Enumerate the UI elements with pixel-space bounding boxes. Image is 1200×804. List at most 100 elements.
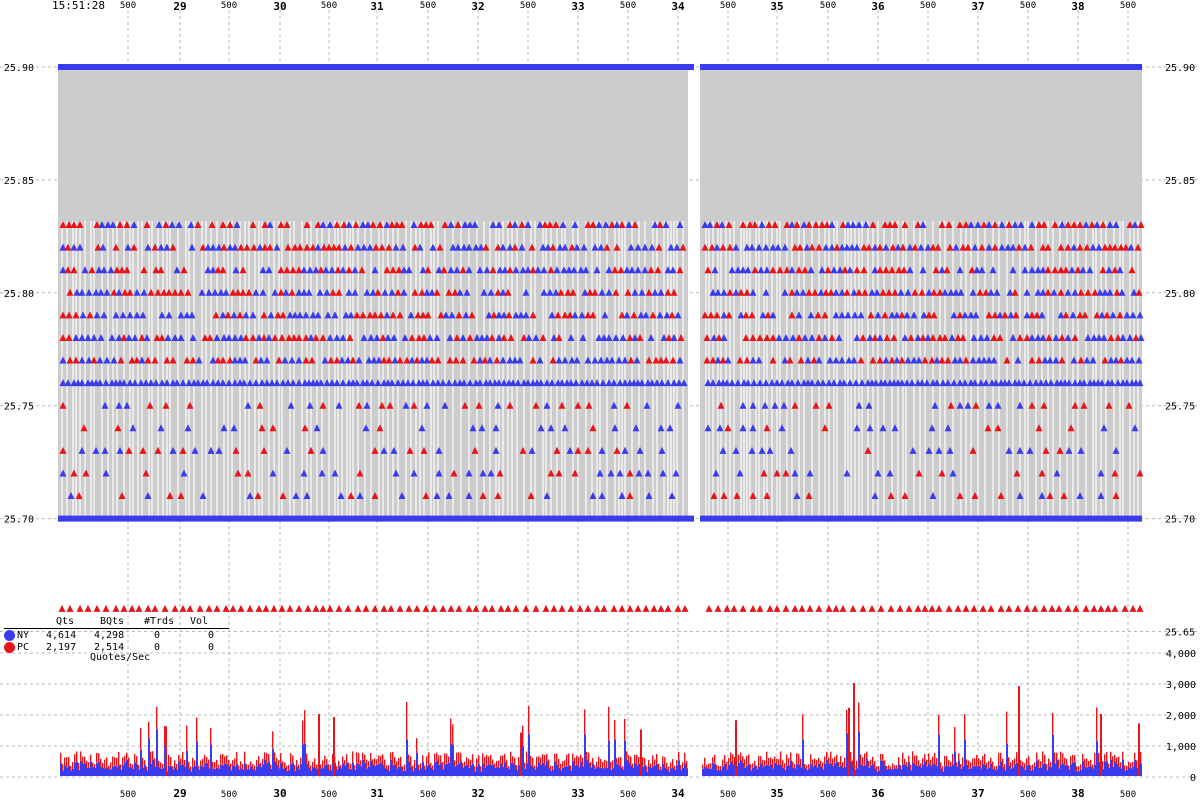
ny-quote-marker: [165, 311, 173, 319]
pc-quote-marker: [489, 266, 497, 274]
ny-quote-marker: [647, 333, 655, 341]
ny-quote-marker: [142, 379, 150, 387]
ny-rate-bar: [660, 769, 662, 776]
ny-rate-bar: [638, 763, 640, 776]
ny-quote-marker: [801, 333, 809, 341]
ny-quote-marker: [598, 446, 606, 454]
ny-rate-bar: [104, 768, 106, 776]
pc-quote-marker: [869, 221, 877, 229]
ny-quote-marker: [244, 401, 252, 409]
pc-rate-bar: [876, 766, 878, 772]
pc-quote-marker: [882, 266, 890, 274]
ny-rate-bar: [326, 764, 328, 776]
pc-quote-marker: [471, 446, 479, 454]
pc-rate-bar: [758, 756, 760, 768]
ny-quote-marker: [621, 356, 629, 364]
pc-rate-bar: [1074, 755, 1076, 763]
x-minor-label-bottom: 500: [720, 790, 736, 800]
pc-rate-bar: [454, 760, 456, 767]
pc-quote-marker: [219, 356, 227, 364]
pc-rate-bar: [388, 765, 390, 771]
pc-quote-marker: [94, 243, 102, 251]
ny-quote-marker: [850, 356, 858, 364]
ny-quote-marker: [405, 266, 413, 274]
pc-quote-marker: [771, 221, 779, 229]
ny-quote-marker: [1039, 266, 1047, 274]
ny-quote-marker: [669, 266, 677, 274]
pc-bid-marker: [497, 604, 505, 612]
pc-rate-bar: [196, 717, 198, 742]
ny-rate-bar: [276, 765, 278, 776]
pc-quote-marker: [70, 221, 78, 229]
ny-rate-bar: [382, 764, 384, 776]
ny-quote-marker: [739, 424, 747, 432]
ny-rate-bar: [494, 767, 496, 776]
ny-rate-bar: [674, 769, 676, 776]
ny-quote-marker: [967, 311, 975, 319]
pc-quote-marker: [1080, 401, 1088, 409]
ny-quote-marker: [173, 379, 181, 387]
ny-quote-marker: [1112, 446, 1120, 454]
ny-rate-bar: [872, 764, 874, 776]
ny-quote-marker: [252, 379, 260, 387]
pc-quote-marker: [184, 288, 192, 296]
ny-rate-bar: [1136, 767, 1138, 776]
ny-quote-marker: [500, 379, 508, 387]
pc-quote-marker: [1016, 333, 1024, 341]
ny-quote-marker: [390, 446, 398, 454]
ny-quote-marker: [362, 424, 370, 432]
ny-rate-bar: [282, 768, 284, 776]
pc-bid-marker: [1040, 604, 1048, 612]
ny-rate-bar: [764, 765, 766, 776]
pc-rate-bar: [756, 765, 758, 770]
ny-quote-marker: [524, 266, 532, 274]
pc-bid-marker: [773, 604, 781, 612]
pc-rate-bar: [410, 756, 412, 767]
pc-quote-marker: [664, 288, 672, 296]
pc-rate-bar: [396, 761, 398, 769]
pc-rate-bar: [622, 766, 624, 770]
ny-quote-marker: [144, 492, 152, 500]
ny-quote-marker: [1112, 221, 1120, 229]
ny-quote-marker: [168, 221, 176, 229]
x-minor-label-top: 500: [1020, 1, 1036, 11]
legend-bqts: 2,514: [94, 642, 125, 653]
pc-rate-bar: [484, 756, 486, 768]
ny-rate-bar: [932, 763, 934, 776]
pc-bid-marker: [439, 604, 447, 612]
pc-quote-marker: [59, 221, 67, 229]
pc-rate-bar: [456, 752, 458, 766]
pc-rate-bar: [164, 725, 166, 746]
ny-rate-bar: [744, 767, 746, 776]
ny-quote-marker: [552, 288, 560, 296]
pc-rate-bar: [1042, 751, 1044, 765]
pc-quote-marker: [584, 311, 592, 319]
pc-quote-marker: [433, 288, 441, 296]
pc-bid-marker: [567, 604, 575, 612]
legend-bqts: 4,298: [94, 630, 125, 641]
x-minor-label-top: 500: [420, 1, 436, 11]
pc-rate-bar: [190, 766, 192, 772]
pc-quote-marker: [549, 356, 557, 364]
pc-rate-bar: [460, 752, 462, 762]
pc-rate-bar: [908, 755, 910, 763]
pc-rate-bar: [842, 762, 844, 768]
ny-quote-marker: [469, 424, 477, 432]
ny-quote-marker: [605, 379, 613, 387]
ny-quote-marker: [157, 243, 165, 251]
ny-rate-bar: [830, 763, 832, 776]
pc-rate-bar: [280, 753, 282, 763]
pc-quote-marker: [864, 446, 872, 454]
pc-rate-bar: [1112, 756, 1114, 767]
ny-quote-marker: [636, 446, 644, 454]
pc-quote-marker: [749, 492, 757, 500]
ny-quote-marker: [865, 401, 873, 409]
ny-quote-marker: [849, 221, 857, 229]
ny-quote-marker: [843, 469, 851, 477]
ny-rate-bar: [984, 764, 986, 776]
ny-quote-marker: [95, 266, 103, 274]
ny-quote-marker: [410, 221, 418, 229]
ny-rate-bar: [118, 765, 120, 776]
pc-quote-marker: [911, 243, 919, 251]
pc-rate-bar: [958, 753, 960, 761]
